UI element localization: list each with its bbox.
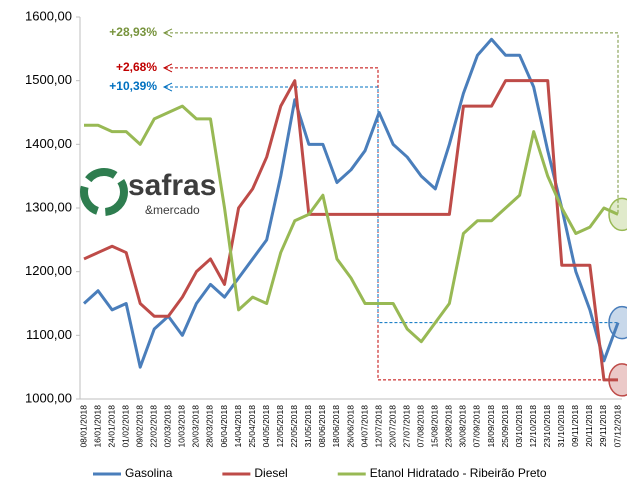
x-tick-label: 18/06/2018 — [331, 405, 341, 448]
x-tick-label: 29/11/2018 — [598, 405, 608, 447]
x-tick-label: 08/06/2018 — [317, 405, 327, 448]
y-tick-label: 1100,00 — [26, 327, 72, 342]
x-tick-label: 12/07/2018 — [373, 405, 383, 448]
x-tick-label: 25/04/2018 — [247, 405, 257, 448]
x-tick-label: 12/10/2018 — [528, 405, 538, 448]
end-marker — [608, 197, 627, 232]
x-tick-label: 02/03/2018 — [163, 405, 173, 448]
x-tick-label: 20/07/2018 — [387, 405, 397, 448]
y-tick-label: 1500,00 — [25, 72, 72, 87]
annotation-label: +10,39% — [109, 79, 157, 93]
logo-text: safras — [128, 169, 216, 202]
x-tick-label: 31/05/2018 — [303, 405, 313, 448]
logo-mark — [80, 168, 128, 216]
series-line — [82, 37, 620, 369]
y-tick-label: 1400,00 — [25, 136, 72, 151]
x-tick-label: 31/10/2018 — [556, 405, 566, 448]
x-tick-label: 09/11/2018 — [570, 405, 580, 447]
x-tick-label: 22/02/2018 — [149, 405, 159, 448]
x-tick-label: 24/01/2018 — [106, 405, 116, 448]
x-tick-label: 14/04/2018 — [233, 405, 243, 448]
annotation-arrow — [162, 28, 173, 38]
x-tick-label: 26/06/2018 — [345, 405, 355, 448]
end-marker — [608, 305, 627, 340]
x-tick-label: 15/08/2018 — [430, 405, 440, 448]
logo: safras&mercado — [80, 168, 216, 217]
x-tick-label: 07/12/2018 — [612, 405, 622, 448]
y-tick-label: 1600,00 — [25, 8, 72, 23]
series-line — [84, 104, 619, 344]
x-tick-label: 01/02/2018 — [120, 405, 130, 448]
x-tick-label: 30/08/2018 — [458, 405, 468, 448]
annotation-arrow — [162, 63, 173, 73]
x-tick-label: 09/02/2018 — [134, 405, 144, 448]
x-tick-label: 08/01/2018 — [78, 405, 88, 448]
logo-subtext: &mercado — [145, 203, 200, 217]
y-tick-label: 1200,00 — [25, 263, 72, 278]
y-tick-label: 1000,00 — [25, 390, 72, 405]
annotation-guide — [165, 32, 619, 215]
x-tick-label: 04/05/2018 — [261, 405, 271, 448]
y-tick-label: 1300,00 — [25, 199, 72, 214]
x-tick-label: 27/07/2018 — [401, 405, 411, 448]
series-line — [83, 79, 618, 382]
x-tick-label: 03/10/2018 — [514, 405, 524, 448]
annotation-arrow — [162, 82, 173, 92]
legend-label: Gasolina — [125, 466, 173, 480]
legend-label: Etanol Hidratado - Ribeirão Preto — [370, 466, 547, 480]
x-tick-label: 18/09/2018 — [486, 405, 496, 448]
x-tick-label: 22/05/2018 — [289, 405, 299, 448]
x-tick-label: 20/03/2018 — [191, 405, 201, 448]
x-tick-label: 12/05/2018 — [275, 405, 285, 448]
x-tick-label: 04/07/2018 — [359, 405, 369, 448]
annotation-label: +2,68% — [116, 60, 157, 74]
x-tick-label: 10/03/2018 — [177, 405, 187, 448]
end-marker — [608, 363, 627, 397]
x-tick-label: 20/11/2018 — [584, 405, 594, 447]
x-tick-label: 23/10/2018 — [542, 405, 552, 448]
legend-label: Diesel — [254, 466, 287, 480]
x-tick-label: 16/01/2018 — [92, 405, 102, 448]
annotation-guide — [165, 67, 618, 381]
x-tick-label: 28/03/2018 — [205, 405, 215, 448]
x-tick-label: 07/09/2018 — [472, 405, 482, 448]
annotation-label: +28,93% — [109, 25, 157, 39]
x-tick-label: 23/08/2018 — [444, 405, 454, 448]
annotation-guide — [165, 86, 618, 324]
x-tick-label: 06/04/2018 — [219, 405, 229, 448]
x-tick-label: 25/09/2018 — [500, 405, 510, 448]
x-tick-label: 07/08/2018 — [416, 405, 426, 448]
